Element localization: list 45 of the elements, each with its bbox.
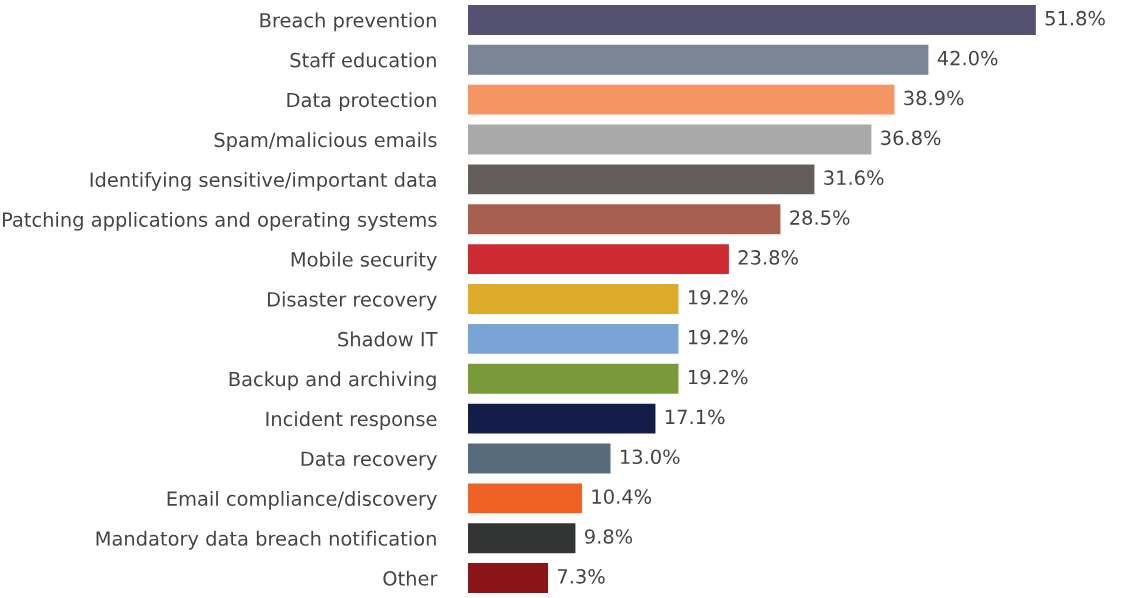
data-label: 51.8% (1045, 10, 1105, 26)
bar (468, 443, 611, 474)
bar (468, 523, 576, 554)
y-tick-label: Shadow IT (338, 331, 438, 347)
bar (468, 403, 656, 434)
data-label: 23.8% (738, 250, 798, 265)
data-label: 9.8% (585, 529, 633, 544)
y-tick-label: Spam/malicious emails (214, 132, 437, 151)
bar (468, 124, 872, 155)
y-tick-label: Identifying sensitive/important data (90, 172, 436, 191)
bar (468, 164, 815, 195)
bar (468, 44, 929, 75)
y-tick-label: Other (383, 570, 438, 586)
bar (468, 204, 781, 235)
y-tick-label: Mandatory data breach notification (96, 530, 436, 550)
data-label: 31.6% (824, 170, 884, 186)
y-tick-label: Disaster recovery (267, 291, 437, 311)
data-label: 10.4% (592, 489, 652, 504)
data-label: 36.8% (881, 130, 941, 146)
bar (468, 84, 895, 115)
y-tick-label: Backup and archiving (229, 371, 436, 391)
y-tick-label: Patching applications and operating systems (2, 211, 437, 231)
y-tick-label: Incident response (266, 411, 437, 431)
bar (468, 563, 549, 594)
data-label: 38.9% (904, 90, 964, 106)
data-label: 28.5% (790, 210, 850, 225)
data-label: 42.0% (937, 50, 998, 66)
data-label: 19.2% (688, 329, 748, 345)
bar (468, 244, 729, 275)
y-tick-label: Data protection (287, 92, 436, 112)
data-label: 19.2% (688, 369, 748, 385)
bar (468, 483, 583, 514)
bar (468, 4, 1036, 35)
data-label: 13.0% (620, 449, 680, 465)
y-tick-label: Mobile security (291, 251, 437, 271)
bar (468, 284, 679, 314)
bar (468, 323, 679, 354)
y-tick-label: Email compliance/discovery (167, 490, 437, 510)
bar (468, 363, 679, 394)
y-tick-label: Data recovery (301, 451, 437, 470)
data-label: 19.2% (688, 289, 748, 305)
y-tick-label: Staff education (290, 52, 436, 68)
data-label: 7.3% (557, 569, 605, 584)
y-tick-label: Breach prevention (260, 12, 436, 32)
data-label: 17.1% (665, 409, 725, 425)
